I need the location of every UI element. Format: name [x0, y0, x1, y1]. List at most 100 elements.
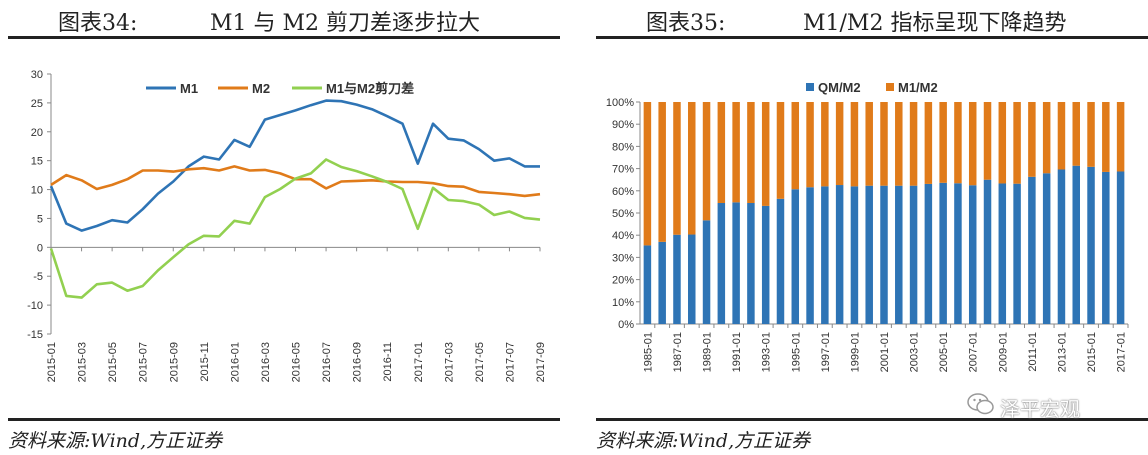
x-tick-label: 2009-01 — [997, 332, 1009, 372]
wechat-icon — [967, 393, 994, 415]
x-tick-label: 2011-01 — [1027, 332, 1039, 372]
y-tick-label: 25 — [31, 98, 43, 110]
bar-qm-m2 — [1057, 169, 1066, 324]
bar-qm-m2 — [821, 186, 829, 324]
x-tick-label: 2017-09 — [535, 342, 547, 382]
bar-m1-m2 — [968, 102, 977, 186]
top-rule — [8, 36, 560, 39]
y-tick-label: 50% — [612, 208, 634, 220]
y-tick-label: 0% — [618, 319, 634, 331]
x-tick-label: 2013-01 — [1056, 332, 1068, 372]
bar-qm-m2 — [1013, 183, 1021, 324]
bar-m1-m2 — [850, 102, 859, 187]
x-tick-label: 2007-01 — [968, 332, 980, 372]
x-tick-label: 2017-07 — [504, 342, 516, 382]
figure-35-title: M1/M2 指标呈现下降趋势 — [803, 11, 1067, 36]
x-tick-label: 2017-03 — [443, 342, 455, 382]
y-tick-label: 100% — [606, 97, 634, 109]
bar-m1-m2 — [865, 102, 873, 186]
bar-qm-m2 — [658, 241, 666, 324]
bar-m1-m2 — [673, 102, 681, 235]
bar-m1-m2 — [1013, 102, 1021, 184]
y-tick-label: 30% — [612, 252, 634, 264]
bar-m1-m2 — [835, 102, 844, 186]
x-tick-label: 2015-05 — [107, 342, 119, 382]
x-tick-label: 2016-03 — [260, 342, 272, 382]
top-rule — [596, 36, 1148, 39]
bar-qm-m2 — [732, 202, 740, 324]
y-tick-label: 30 — [31, 69, 43, 81]
legend-label: M1与M2剪刀差 — [326, 81, 414, 96]
figure-35-header: 图表35: M1/M2 指标呈现下降趋势 — [588, 0, 1148, 36]
bar-m1-m2 — [1057, 102, 1066, 170]
bar-qm-m2 — [1087, 166, 1095, 324]
y-tick-label: 10 — [31, 185, 43, 197]
x-tick-label: 1987-01 — [672, 332, 684, 372]
legend-label: M1 — [180, 81, 198, 96]
bar-m1-m2 — [939, 102, 947, 183]
bar-m1-m2 — [1087, 102, 1095, 167]
bar-qm-m2 — [717, 203, 726, 324]
figure-35-panel: 图表35: M1/M2 指标呈现下降趋势 0% 10% 20% 30% 40% 50% 60… — [588, 0, 1148, 455]
x-tick-label: 1997-01 — [820, 332, 832, 372]
bar-qm-m2 — [895, 185, 903, 324]
bar-m1-m2 — [983, 102, 992, 180]
y-tick-label: 15 — [31, 156, 43, 168]
x-tick-label: 2015-01 — [46, 342, 58, 382]
bar-qm-m2 — [998, 183, 1007, 324]
y-tick-label: -15 — [27, 329, 43, 341]
bar-qm-m2 — [983, 179, 992, 324]
bar-qm-m2 — [954, 183, 962, 324]
series-line-2 — [50, 165, 541, 198]
x-tick-label: 2015-11 — [199, 342, 211, 382]
bar-m1-m2 — [732, 102, 740, 203]
y-tick-label: 0 — [37, 242, 43, 254]
bar-qm-m2 — [968, 185, 977, 324]
x-tick-label: 2017-01 — [413, 342, 425, 382]
figure-35-source: 资料来源:Wind,方正证券 — [596, 430, 811, 452]
x-tick-label: 2015-07 — [138, 342, 150, 382]
figure-34-source: 资料来源:Wind,方正证券 — [8, 430, 223, 452]
bar-qm-m2 — [673, 234, 681, 324]
bar-qm-m2 — [865, 185, 873, 324]
bar-m1-m2 — [880, 102, 888, 186]
x-tick-label: 1999-01 — [849, 332, 861, 372]
bar-m1-m2 — [1028, 102, 1036, 177]
x-tick-label: 2005-01 — [938, 332, 950, 372]
x-tick-label: 1995-01 — [790, 332, 802, 372]
y-tick-label: -10 — [27, 300, 43, 312]
figure-34-panel: 图表34: M1 与 M2 剪刀差逐步拉大 -15 -10 -5 0 5 10 15 20 25… — [0, 0, 560, 455]
y-tick-label: 20% — [612, 275, 634, 287]
stacked-bar-chart-m1-m2-ratio: 0% 10% 20% 30% 40% 50% 60% 70% 80% 90% 100% 1985-01… — [606, 80, 1129, 372]
series-line-3 — [49, 158, 541, 299]
bar-qm-m2 — [939, 182, 947, 324]
bar-qm-m2 — [909, 185, 918, 324]
y-tick-label: 90% — [612, 119, 634, 131]
x-tick-label: 1993-01 — [761, 332, 773, 372]
figure-35-number: 图表35: — [646, 11, 726, 36]
bar-m1-m2 — [924, 102, 933, 184]
x-tick-label: 1985-01 — [642, 332, 654, 372]
x-tick-label: 2016-11 — [382, 342, 394, 382]
x-tick-label: 2017-05 — [474, 342, 486, 382]
bar-m1-m2 — [1042, 102, 1051, 174]
y-tick-label: -5 — [33, 271, 43, 283]
legend-label: M2 — [252, 81, 270, 96]
bar-qm-m2 — [643, 245, 652, 324]
bar-m1-m2 — [954, 102, 962, 184]
x-tick-label: 2015-03 — [77, 342, 89, 382]
x-tick-label: 2016-05 — [291, 342, 303, 382]
y-tick-label: 40% — [612, 230, 634, 242]
y-tick-label: 70% — [612, 164, 634, 176]
bar-m1-m2 — [1116, 102, 1125, 172]
x-tick-label: 2016-07 — [321, 342, 333, 382]
y-tick-label: 10% — [612, 297, 634, 309]
x-tick-label: 2015-01 — [1086, 332, 1098, 372]
bar-qm-m2 — [761, 205, 770, 324]
x-tick-label: 2015-09 — [168, 342, 180, 382]
bottom-rule — [8, 418, 560, 421]
y-tick-label: 80% — [612, 141, 634, 153]
x-tick-label: 1991-01 — [731, 332, 743, 372]
line-chart-m1-m2: -15 -10 -5 0 5 10 15 20 25 30 2015-01 2015-03 2015-0… — [27, 69, 547, 382]
bar-qm-m2 — [776, 198, 785, 324]
